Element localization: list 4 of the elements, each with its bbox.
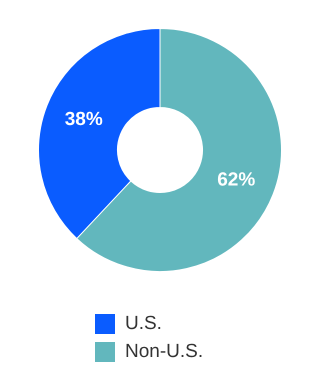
- data-label: 38%: [64, 109, 103, 130]
- data-label: 62%: [217, 169, 256, 190]
- legend-label: Non-U.S.: [125, 341, 204, 363]
- legend-label: U.S.: [125, 313, 162, 335]
